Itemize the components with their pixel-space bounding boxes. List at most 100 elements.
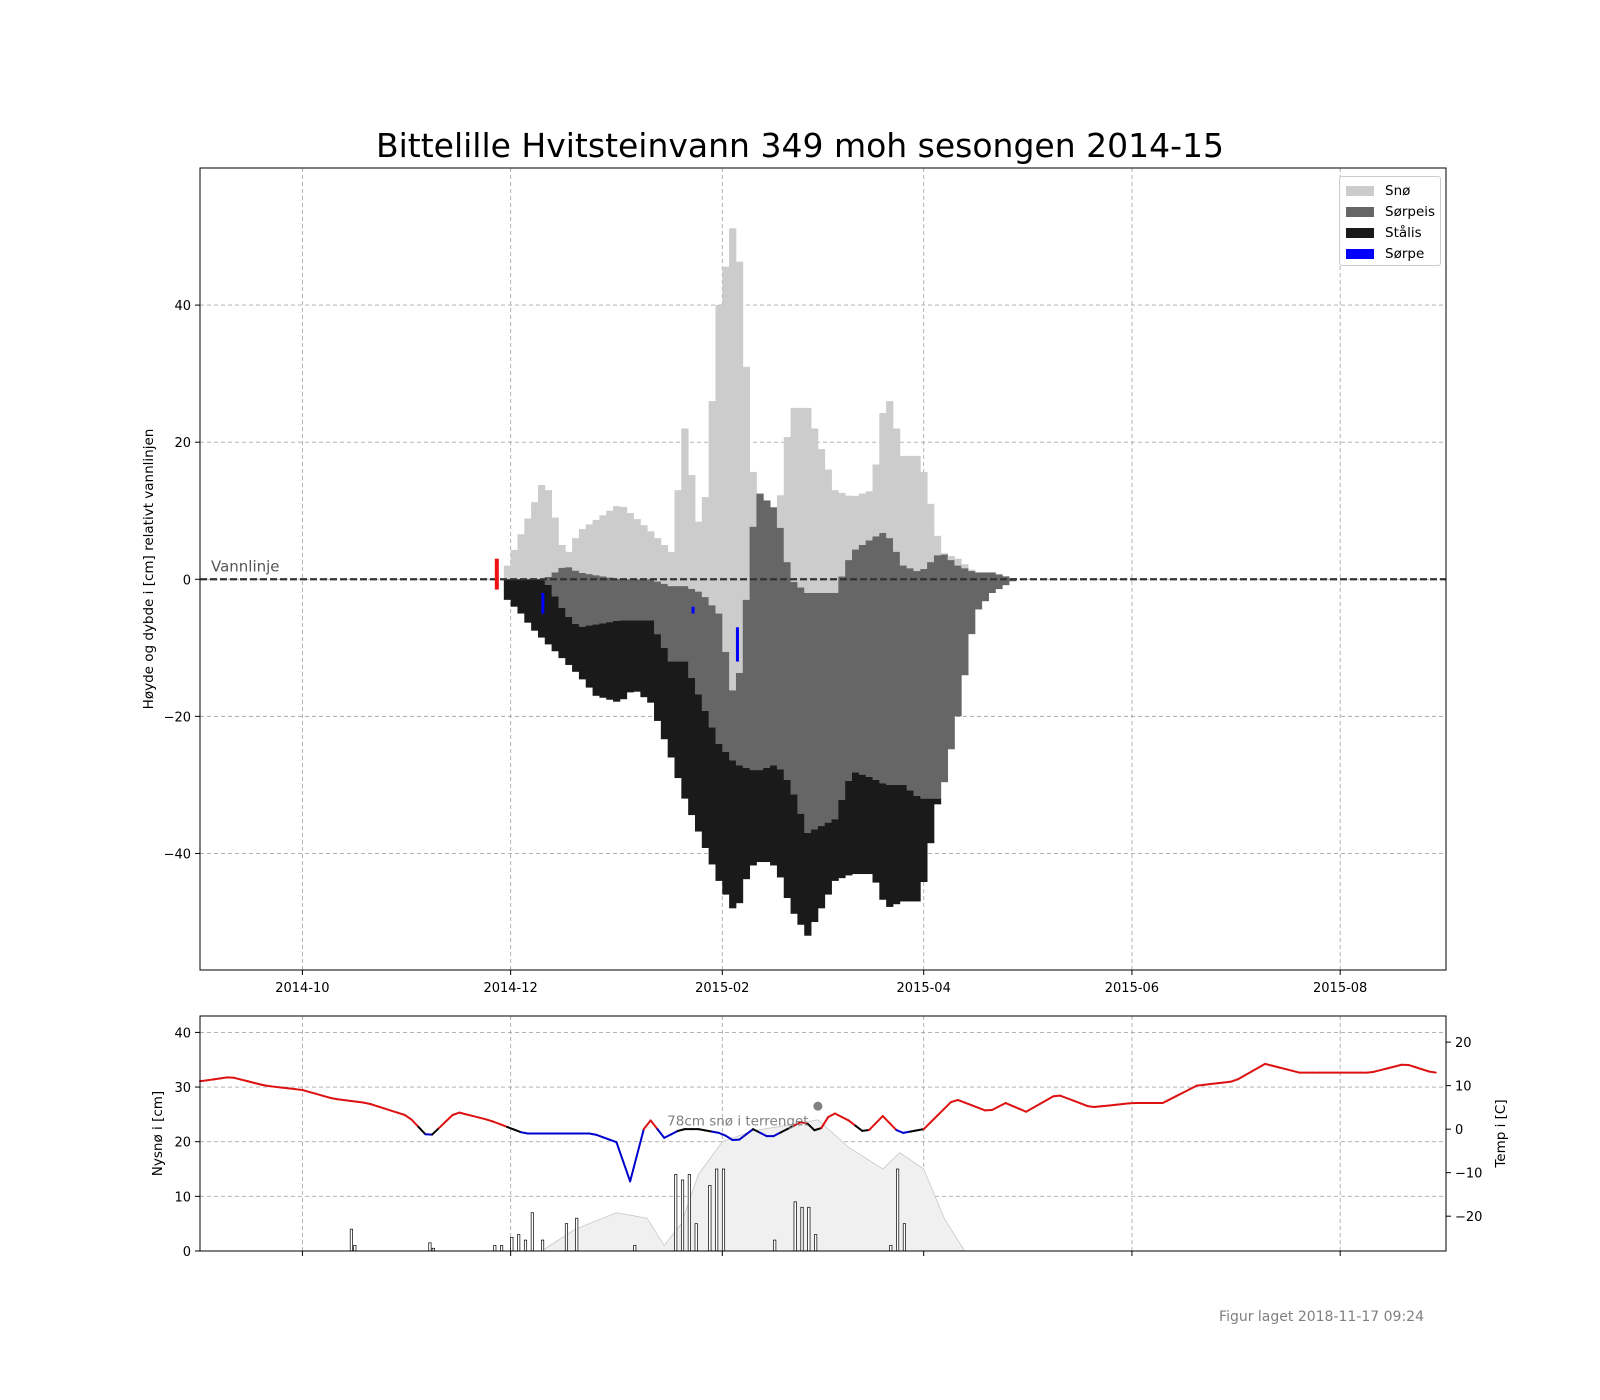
slush-ice-bar bbox=[722, 651, 730, 753]
temperature-segment bbox=[588, 1132, 597, 1136]
slush-ice-bar bbox=[592, 575, 600, 625]
slush-ice-bar bbox=[667, 586, 675, 662]
black-ice-bar bbox=[817, 826, 826, 909]
snow-bar bbox=[954, 558, 962, 566]
temperature-segment bbox=[615, 1141, 625, 1163]
temperature-segment bbox=[233, 1076, 242, 1081]
snow-bar bbox=[565, 551, 573, 568]
temperature-segment bbox=[274, 1085, 283, 1089]
black-ice-bar bbox=[797, 813, 805, 925]
temperature-segment bbox=[950, 1098, 959, 1104]
temperature-segment bbox=[369, 1103, 379, 1108]
slush-ice-bar bbox=[660, 583, 669, 648]
slush-ice-bar bbox=[763, 500, 771, 768]
black-ice-bar bbox=[701, 710, 710, 848]
temperature-segment bbox=[1414, 1066, 1424, 1071]
slush-ice-bar bbox=[742, 599, 751, 768]
black-ice-bar bbox=[872, 779, 880, 883]
snow-bar bbox=[920, 471, 928, 569]
snow-bar bbox=[790, 407, 798, 583]
snow-bar bbox=[694, 521, 703, 592]
slush-ice-bar bbox=[1002, 576, 1010, 586]
slush-ice-bar bbox=[927, 562, 935, 799]
temperature-segment bbox=[267, 1085, 277, 1088]
slush-ice-bar bbox=[701, 597, 710, 711]
legend-item-sorpe: Sørpe bbox=[1346, 245, 1424, 263]
new-snow-bar bbox=[902, 1223, 906, 1252]
black-ice-bar bbox=[503, 579, 512, 600]
temperature-segment bbox=[253, 1082, 263, 1086]
slush-ice-bar bbox=[913, 571, 921, 796]
slush-ice-bar bbox=[933, 555, 942, 799]
weather-panel: 78cm snø i terrenget 0 10 20 30 40 −20 −10 0 10 2… bbox=[150, 1015, 1509, 1260]
snow-bar bbox=[872, 464, 880, 537]
black-ice-bar bbox=[544, 584, 553, 645]
new-snow-bar bbox=[523, 1239, 528, 1252]
black-ice-bar bbox=[558, 607, 566, 659]
temperature-segment bbox=[820, 1116, 830, 1130]
black-ice-bar bbox=[694, 694, 703, 832]
temperature-segment bbox=[301, 1088, 311, 1093]
y-tick-label: 40 bbox=[174, 299, 191, 314]
black-ice-bar bbox=[892, 784, 901, 905]
black-ice-bar bbox=[933, 798, 942, 805]
snow-bar bbox=[947, 555, 955, 561]
temperature-segment bbox=[717, 1131, 727, 1137]
black-ice-bar bbox=[756, 770, 764, 863]
temperature-segment bbox=[1373, 1068, 1383, 1073]
black-ice-bar bbox=[742, 767, 751, 880]
slush-ice-bar bbox=[852, 549, 860, 773]
new-snow-bar bbox=[633, 1245, 637, 1252]
temperature-segment bbox=[1011, 1104, 1021, 1110]
slush-ice-bar bbox=[804, 592, 812, 833]
legend-label-sno: Snø bbox=[1385, 183, 1411, 199]
temperature-segment bbox=[874, 1115, 884, 1125]
slush-ice-bar bbox=[572, 570, 580, 624]
slush-ice-bar bbox=[961, 568, 969, 676]
black-ice-bar bbox=[674, 661, 682, 779]
black-ice-bar bbox=[660, 647, 669, 740]
slush-ice-bar bbox=[551, 572, 559, 597]
temperature-segment bbox=[349, 1099, 359, 1103]
legend-swatch-sorpe bbox=[1346, 249, 1374, 259]
new-snow-bar bbox=[530, 1212, 534, 1252]
black-ice-bar bbox=[708, 727, 716, 865]
legend-item-sorpeis: Sørpeis bbox=[1346, 203, 1435, 221]
slush-ice-bar bbox=[626, 579, 634, 621]
black-ice-bar bbox=[858, 774, 867, 875]
black-ice-bar bbox=[749, 770, 757, 866]
temperature-segment bbox=[977, 1106, 987, 1112]
slush-ice-bar bbox=[633, 579, 641, 621]
temperature-segment bbox=[472, 1115, 481, 1119]
temperature-segment bbox=[629, 1154, 638, 1183]
temperature-segment bbox=[929, 1114, 939, 1124]
temperature-segment bbox=[1202, 1083, 1212, 1086]
y-tick-label-right: 10 bbox=[1455, 1080, 1472, 1095]
temperature-segment bbox=[199, 1079, 208, 1083]
slush-ice-bar bbox=[770, 507, 778, 766]
temperature-segment bbox=[888, 1122, 898, 1132]
slush-ice-bar bbox=[654, 581, 662, 635]
slush-ice-bar bbox=[899, 565, 908, 785]
new-snow-bar bbox=[493, 1245, 497, 1252]
temperature-segment bbox=[478, 1116, 488, 1121]
snow-bar bbox=[927, 503, 935, 563]
slush-ice-bar bbox=[872, 536, 880, 780]
temperature-segment bbox=[1264, 1062, 1273, 1067]
temperature-segment bbox=[1059, 1094, 1069, 1100]
slush-ice-bar bbox=[988, 572, 996, 593]
snow-bar bbox=[599, 515, 607, 577]
temperature-segment bbox=[1366, 1070, 1376, 1074]
slush-ice-bar bbox=[892, 551, 901, 785]
black-ice-bar bbox=[654, 634, 662, 721]
slush-ice-bar bbox=[817, 592, 826, 827]
black-ice-bar bbox=[927, 798, 935, 844]
new-snow-bar bbox=[694, 1223, 698, 1252]
slush-marker bbox=[691, 606, 695, 614]
slush-ice-bar bbox=[974, 572, 983, 610]
temperature-segment bbox=[738, 1133, 748, 1141]
temperature-segment bbox=[943, 1101, 953, 1110]
y-tick-label: 0 bbox=[183, 1245, 191, 1260]
temperature-segment bbox=[1380, 1067, 1389, 1071]
black-ice-bar bbox=[770, 765, 778, 866]
